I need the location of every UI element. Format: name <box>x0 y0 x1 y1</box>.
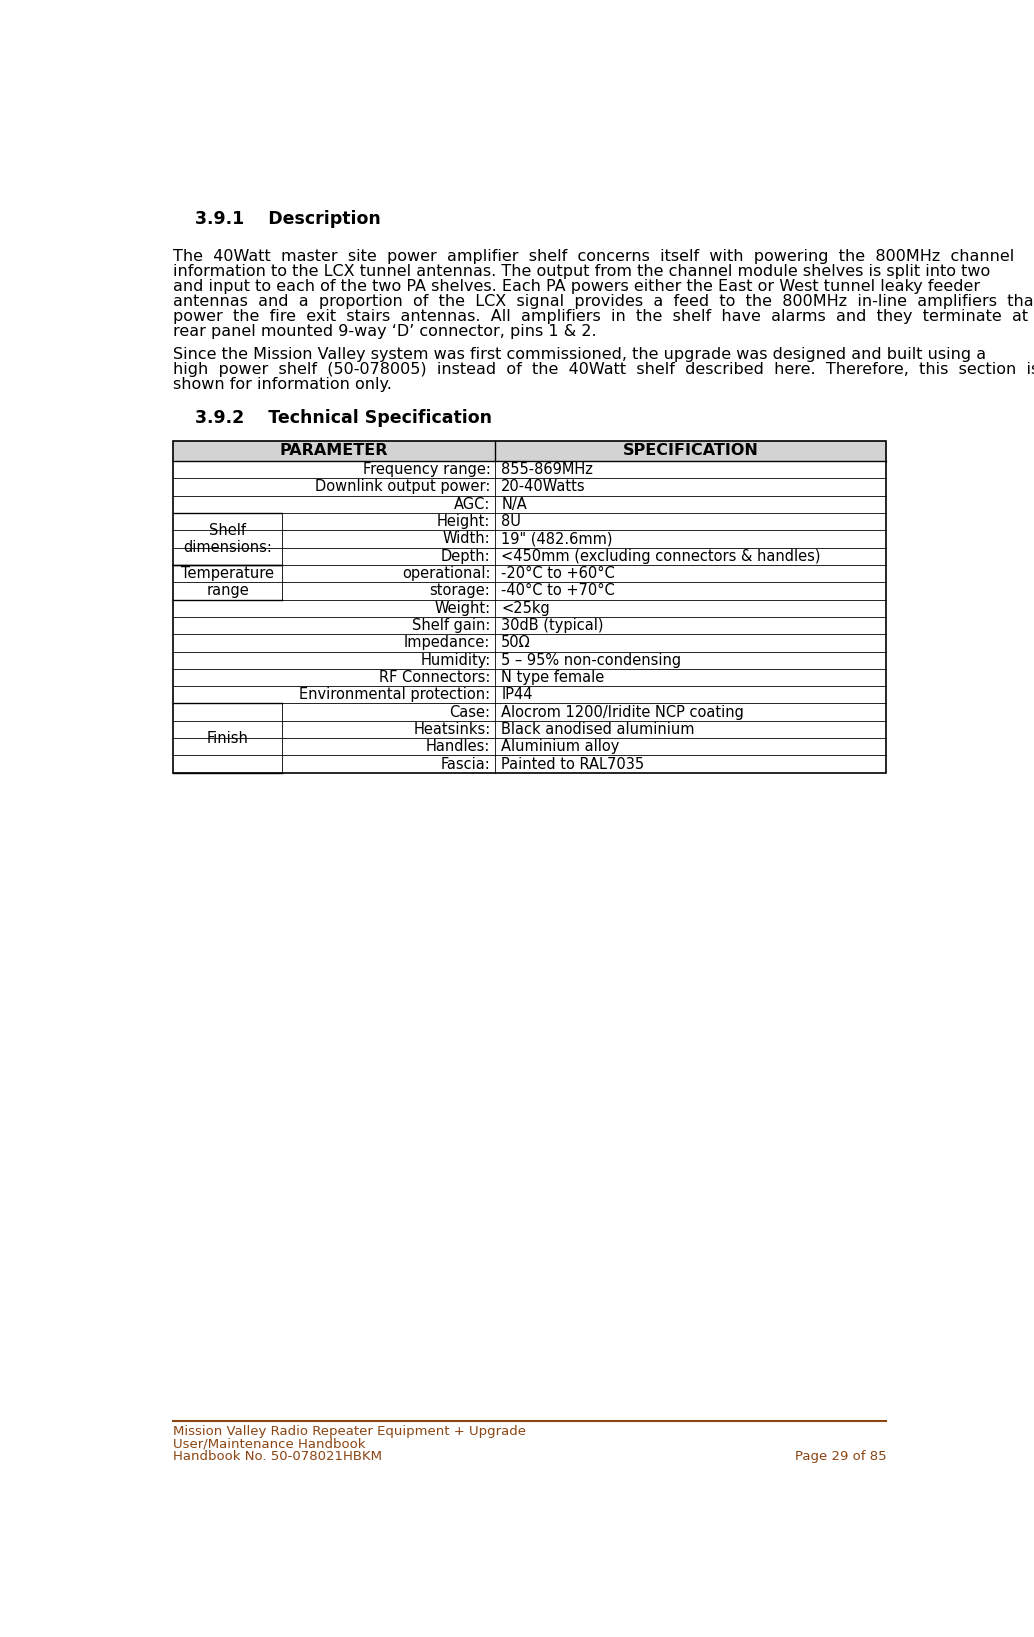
Text: Alocrom 1200/Iridite NCP coating: Alocrom 1200/Iridite NCP coating <box>501 704 744 720</box>
Text: Finish: Finish <box>207 730 248 745</box>
Text: Height:: Height: <box>437 514 490 529</box>
Text: IP44: IP44 <box>501 688 533 702</box>
Text: information to the LCX tunnel antennas. The output from the channel module shelv: information to the LCX tunnel antennas. … <box>174 264 991 278</box>
Text: 20-40Watts: 20-40Watts <box>501 480 586 494</box>
Text: AGC:: AGC: <box>454 496 490 512</box>
Text: power  the  fire  exit  stairs  antennas.  All  amplifiers  in  the  shelf  have: power the fire exit stairs antennas. All… <box>174 309 1034 324</box>
Text: Frequency range:: Frequency range: <box>363 462 490 476</box>
Text: Shelf gain:: Shelf gain: <box>412 619 490 634</box>
Bar <box>174 440 886 773</box>
Text: User/Maintenance Handbook: User/Maintenance Handbook <box>174 1437 366 1450</box>
Text: Weight:: Weight: <box>434 601 490 616</box>
Text: RF Connectors:: RF Connectors: <box>379 670 490 684</box>
Text: 3.9.1    Description: 3.9.1 Description <box>195 210 381 228</box>
Text: -20°C to +60°C: -20°C to +60°C <box>501 566 615 581</box>
Text: Painted to RAL7035: Painted to RAL7035 <box>501 756 644 771</box>
Text: Case:: Case: <box>450 704 490 720</box>
Text: <450mm (excluding connectors & handles): <450mm (excluding connectors & handles) <box>501 548 821 563</box>
Text: Black anodised aluminium: Black anodised aluminium <box>501 722 695 737</box>
Text: Heatsinks:: Heatsinks: <box>414 722 490 737</box>
Text: Environmental protection:: Environmental protection: <box>299 688 490 702</box>
Text: 5 – 95% non-condensing: 5 – 95% non-condensing <box>501 653 681 668</box>
Text: N/A: N/A <box>501 496 527 512</box>
Text: Shelf
dimensions:: Shelf dimensions: <box>183 522 272 555</box>
Text: 3.9.2    Technical Specification: 3.9.2 Technical Specification <box>195 409 492 427</box>
Text: -40°C to +70°C: -40°C to +70°C <box>501 583 615 599</box>
Text: Handles:: Handles: <box>426 740 490 755</box>
Text: SPECIFICATION: SPECIFICATION <box>622 444 759 458</box>
Text: Downlink output power:: Downlink output power: <box>315 480 490 494</box>
Text: 8U: 8U <box>501 514 521 529</box>
Text: rear panel mounted 9-way ‘D’ connector, pins 1 & 2.: rear panel mounted 9-way ‘D’ connector, … <box>174 324 597 339</box>
Text: operational:: operational: <box>402 566 490 581</box>
Bar <box>174 440 886 462</box>
Text: N type female: N type female <box>501 670 605 684</box>
Text: shown for information only.: shown for information only. <box>174 377 392 391</box>
Text: Since the Mission Valley system was first commissioned, the upgrade was designed: Since the Mission Valley system was firs… <box>174 347 986 362</box>
Text: 50Ω: 50Ω <box>501 635 530 650</box>
Text: storage:: storage: <box>430 583 490 599</box>
Text: Width:: Width: <box>443 532 490 547</box>
Text: Depth:: Depth: <box>440 548 490 563</box>
Text: 19" (482.6mm): 19" (482.6mm) <box>501 532 613 547</box>
Text: Impedance:: Impedance: <box>404 635 490 650</box>
Text: antennas  and  a  proportion  of  the  LCX  signal  provides  a  feed  to  the  : antennas and a proportion of the LCX sig… <box>174 295 1034 309</box>
Text: 30dB (typical): 30dB (typical) <box>501 619 604 634</box>
Text: <25kg: <25kg <box>501 601 550 616</box>
Text: Fascia:: Fascia: <box>440 756 490 771</box>
Text: and input to each of the two PA shelves. Each PA powers either the East or West : and input to each of the two PA shelves.… <box>174 278 980 293</box>
Text: 855-869MHz: 855-869MHz <box>501 462 594 476</box>
Text: Temperature
range: Temperature range <box>181 566 274 599</box>
Text: Page 29 of 85: Page 29 of 85 <box>795 1450 886 1463</box>
Text: Handbook No. 50-078021HBKM: Handbook No. 50-078021HBKM <box>174 1450 383 1463</box>
Text: Aluminium alloy: Aluminium alloy <box>501 740 619 755</box>
Text: Mission Valley Radio Repeater Equipment + Upgrade: Mission Valley Radio Repeater Equipment … <box>174 1426 526 1439</box>
Text: Humidity:: Humidity: <box>420 653 490 668</box>
Text: high  power  shelf  (50-078005)  instead  of  the  40Watt  shelf  described  her: high power shelf (50-078005) instead of … <box>174 362 1034 377</box>
Text: PARAMETER: PARAMETER <box>280 444 389 458</box>
Text: The  40Watt  master  site  power  amplifier  shelf  concerns  itself  with  powe: The 40Watt master site power amplifier s… <box>174 249 1014 264</box>
